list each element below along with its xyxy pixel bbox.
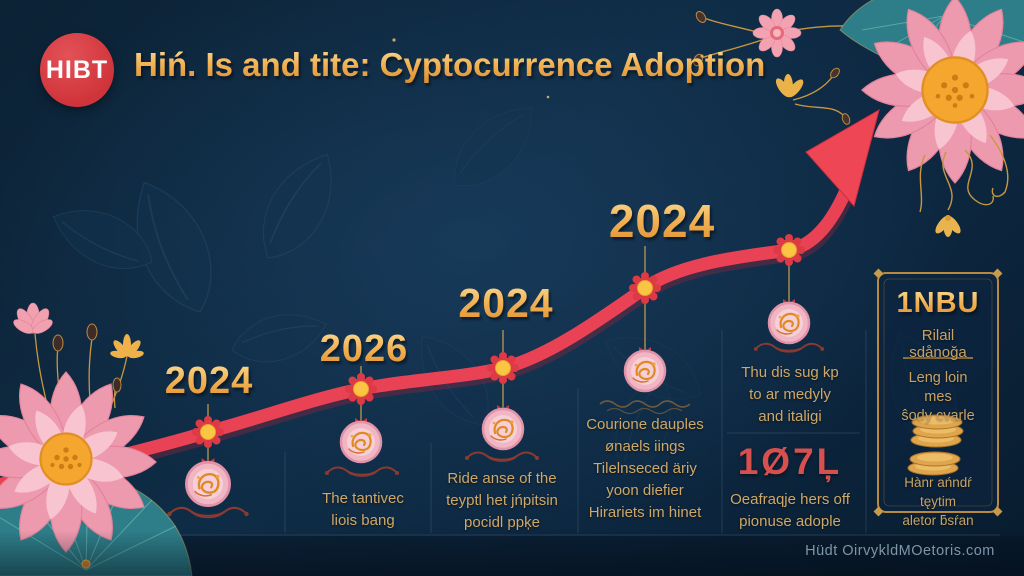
panel-title: 1NBU [896,287,980,319]
milestone-caption-2: The tantivec liois bang [322,490,404,529]
pink-lotus-flower-top [861,0,1024,184]
gold-flower [110,334,144,359]
top-right-flora [392,0,1024,237]
panel-body: Leng loin mes ŝody cvarle [901,370,975,424]
milestone-caption-5: Thu dis sug kp to ar medyly and italigi [741,364,839,425]
hibt-logo-badge: HIBT [40,33,114,107]
panel-footer: Hànr ańndŕ tęytim aletor ƃsŕan [902,475,974,528]
sparkle-dots [392,38,704,99]
pink-daisy [752,8,802,58]
watermark: Hüdt OirvykldMOetoris.com [805,543,995,559]
growth-curve-arrow [0,108,880,497]
hanging-gold-flower [935,215,961,237]
milestone-year-1: 2024 [164,360,254,402]
gold-sprig-buds [34,323,128,419]
gold-tendrils [919,134,1009,213]
page-title: Hiń. Is and tite: Cyptocurrence Adoption [134,46,766,83]
info-panel-frame [873,268,1003,517]
gold-flower-small [775,74,804,98]
stat-caption: Oeafraqje hers off pionuse adople [730,491,850,530]
milestone-year-4: 2024 [608,195,716,247]
milestone-year-2: 2026 [319,328,409,370]
panel-subtitle: Rilail sdånoğa [909,327,967,361]
milestone-year-3: 2024 [458,280,554,326]
milestone-caption-4: Courione dauples ønaels iings Tilelnsece… [586,416,704,521]
stat-value: 1Ø7Ļ [737,441,843,482]
section-dividers [42,330,1000,536]
bottom-left-flora [0,302,193,576]
pink-bud-flower [13,302,53,334]
milestone-caption-3: Ride anse of the teyptl het jńpitsin poc… [446,470,558,531]
pink-lotus-flower [0,371,157,553]
logo-text: HIBT [45,55,109,84]
